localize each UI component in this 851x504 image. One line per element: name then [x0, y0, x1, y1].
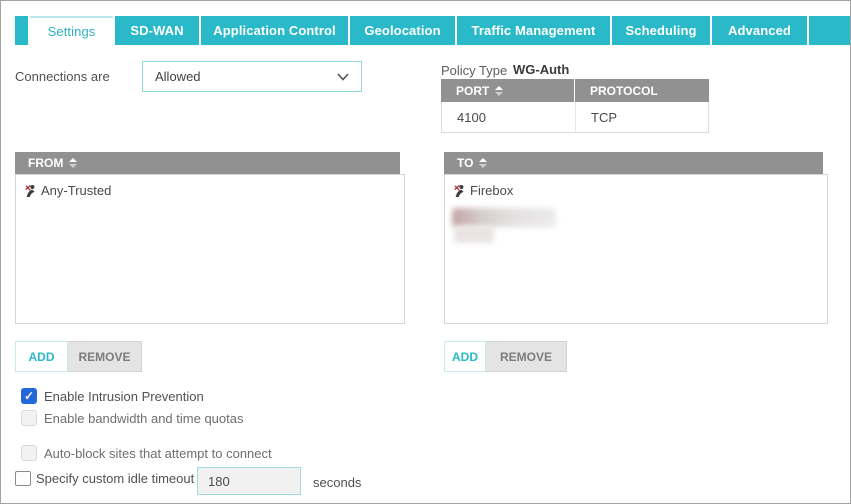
sort-icon [69, 158, 78, 168]
redacted-item [452, 208, 556, 227]
protocol-column-header[interactable]: PROTOCOL [575, 79, 708, 102]
tab-sd-wan[interactable]: SD-WAN [115, 16, 199, 45]
seconds-label: seconds [313, 475, 362, 490]
from-list-body: Any-Trusted [15, 174, 405, 324]
tab-traffic-management[interactable]: Traffic Management [457, 16, 610, 45]
tab-bar: Settings SD-WAN Application Control Geol… [15, 16, 850, 45]
connections-selected-value: Allowed [155, 69, 201, 84]
checkbox-disabled [21, 410, 37, 426]
from-list: FROM Any-Trusted [15, 152, 405, 324]
protocol-header-label: PROTOCOL [590, 83, 658, 98]
table-row[interactable]: 4100 TCP [441, 102, 709, 133]
redacted-item [454, 226, 494, 243]
tab-strip-stub [15, 16, 28, 45]
list-item-label: Any-Trusted [41, 183, 112, 198]
option-label: Specify custom idle timeout [36, 471, 195, 486]
option-label: Enable bandwidth and time quotas [44, 410, 244, 426]
tab-strip-filler [809, 16, 850, 45]
port-header-label: PORT [456, 83, 490, 98]
policy-type-value: WG-Auth [513, 62, 570, 77]
from-list-buttons: ADD REMOVE [15, 341, 142, 372]
to-header-label: TO [457, 156, 474, 170]
list-item[interactable]: Any-Trusted [16, 175, 404, 198]
list-item[interactable]: Firebox [445, 175, 827, 198]
tab-advanced[interactable]: Advanced [712, 16, 807, 45]
connections-are-label: Connections are [15, 69, 110, 84]
list-item-label: Firebox [470, 183, 514, 198]
tab-settings[interactable]: Settings [30, 16, 113, 45]
sort-icon [495, 85, 504, 96]
to-add-button[interactable]: ADD [444, 341, 486, 372]
from-add-button[interactable]: ADD [15, 341, 68, 372]
port-column-header[interactable]: PORT [441, 79, 575, 102]
protocol-cell: TCP [575, 102, 708, 132]
to-remove-button[interactable]: REMOVE [486, 341, 567, 372]
option-label: Auto-block sites that attempt to connect [44, 445, 272, 461]
tab-application-control[interactable]: Application Control [201, 16, 348, 45]
alias-icon [25, 184, 35, 197]
chevron-down-icon [337, 72, 349, 81]
to-list-body: Firebox [444, 174, 828, 324]
option-bandwidth-quotas: Enable bandwidth and time quotas [21, 410, 243, 426]
from-column-header[interactable]: FROM [15, 152, 400, 174]
to-column-header[interactable]: TO [444, 152, 823, 174]
alias-icon [454, 184, 464, 197]
option-label: Enable Intrusion Prevention [44, 388, 204, 404]
tab-geolocation[interactable]: Geolocation [350, 16, 455, 45]
checkbox-disabled [21, 445, 37, 461]
tab-scheduling[interactable]: Scheduling [612, 16, 710, 45]
to-list: TO Firebox [444, 152, 828, 324]
checkbox-unchecked[interactable] [15, 471, 31, 486]
sort-icon [479, 158, 488, 168]
connections-select[interactable]: Allowed [142, 61, 362, 92]
from-remove-button[interactable]: REMOVE [68, 341, 142, 372]
policy-type-label: Policy Type [441, 63, 508, 78]
to-list-buttons: ADD REMOVE [444, 341, 567, 372]
port-cell: 4100 [457, 109, 486, 125]
option-custom-idle-timeout: Specify custom idle timeout [15, 471, 194, 486]
port-protocol-table: PORT PROTOCOL 4100 TCP [441, 79, 709, 133]
option-intrusion-prevention: ✓ Enable Intrusion Prevention [21, 388, 204, 404]
option-autoblock-sites: Auto-block sites that attempt to connect [21, 445, 272, 461]
idle-timeout-input[interactable] [197, 467, 301, 495]
checkbox-checked[interactable]: ✓ [21, 388, 37, 404]
from-header-label: FROM [28, 156, 64, 170]
